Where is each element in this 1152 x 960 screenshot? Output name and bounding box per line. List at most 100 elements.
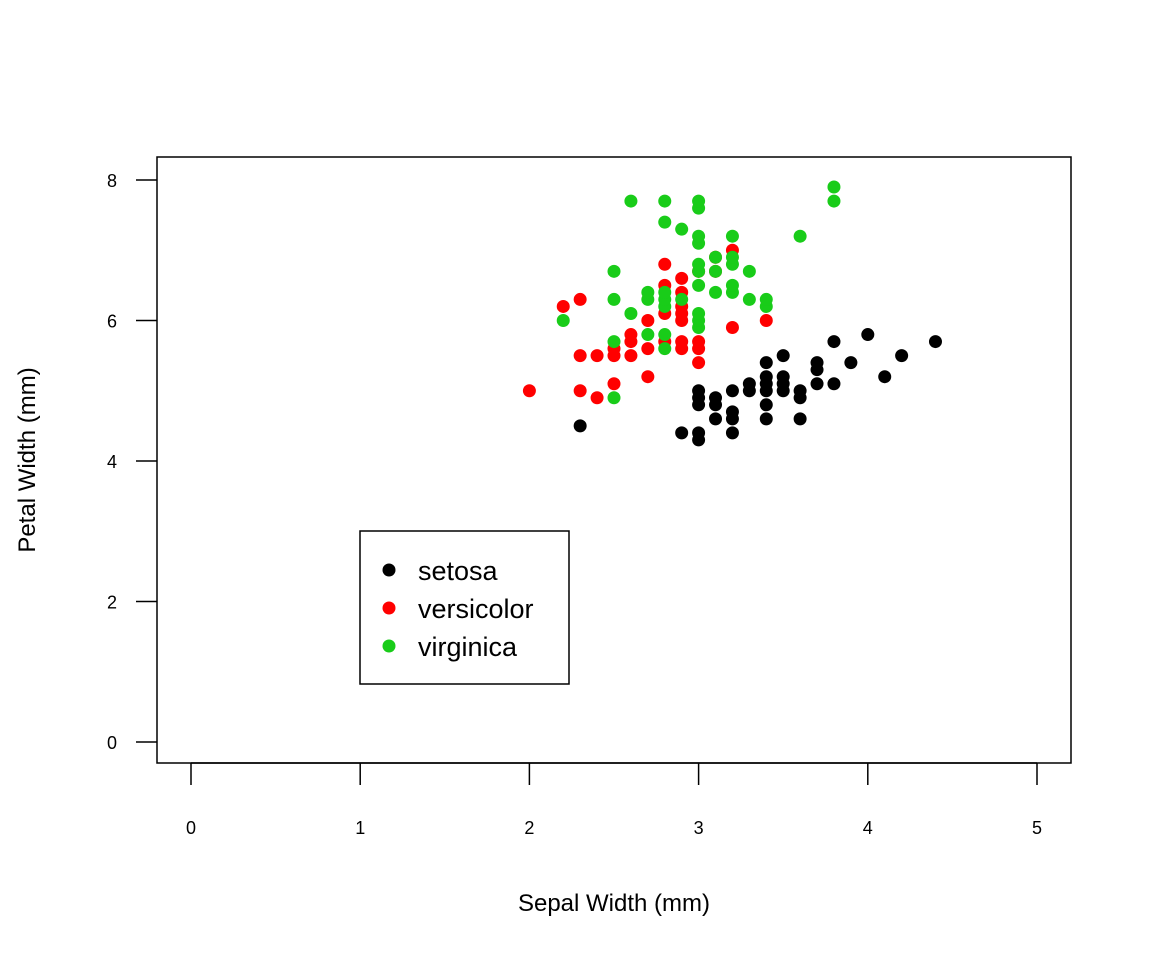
x-tick-label: 5 [1032, 818, 1042, 838]
data-point-setosa [709, 391, 723, 405]
data-point-virginica [658, 342, 672, 356]
data-point-setosa [793, 412, 807, 426]
data-point-setosa [861, 328, 875, 342]
data-point-versicolor [590, 349, 604, 363]
data-point-virginica [692, 194, 706, 208]
data-point-setosa [776, 349, 790, 363]
data-point-virginica [641, 328, 655, 342]
data-point-virginica [742, 292, 756, 306]
data-point-virginica [793, 229, 807, 243]
data-point-setosa [759, 356, 773, 370]
data-point-virginica [624, 306, 638, 320]
data-point-versicolor [573, 384, 587, 398]
data-point-setosa [692, 384, 706, 398]
data-point-virginica [692, 306, 706, 320]
data-point-versicolor [675, 335, 689, 349]
legend-label-virginica: virginica [418, 632, 518, 662]
data-point-setosa [827, 335, 841, 349]
data-point-versicolor [590, 391, 604, 405]
data-point-versicolor [624, 349, 638, 363]
data-point-virginica [675, 292, 689, 306]
x-tick-label: 4 [863, 818, 873, 838]
data-point-setosa [895, 349, 909, 363]
data-point-virginica [742, 264, 756, 278]
data-point-setosa [725, 384, 739, 398]
data-point-virginica [759, 292, 773, 306]
data-point-versicolor [658, 257, 672, 271]
data-point-setosa [827, 377, 841, 391]
y-axis-ticks: 0 2 4 6 8 [107, 171, 157, 753]
data-point-versicolor [573, 349, 587, 363]
data-point-versicolor [641, 342, 655, 356]
data-point-virginica [607, 292, 621, 306]
x-axis-title: Sepal Width (mm) [518, 890, 710, 917]
data-point-virginica [827, 180, 841, 194]
y-tick-label: 6 [107, 312, 117, 332]
data-point-setosa [793, 384, 807, 398]
data-point-versicolor [675, 271, 689, 285]
data-point-setosa [759, 412, 773, 426]
data-point-virginica [709, 250, 723, 264]
data-point-setosa [878, 370, 892, 384]
x-tick-label: 2 [524, 818, 534, 838]
data-point-virginica [607, 391, 621, 405]
data-point-virginica [709, 264, 723, 278]
data-point-virginica [658, 215, 672, 229]
data-points [522, 180, 942, 447]
data-point-virginica [658, 328, 672, 342]
data-point-versicolor [641, 314, 655, 327]
data-point-virginica [607, 335, 621, 349]
legend-marker-setosa [382, 563, 396, 577]
y-tick-label: 4 [107, 452, 117, 472]
data-point-virginica [607, 264, 621, 278]
data-point-versicolor [692, 335, 706, 349]
data-point-setosa [810, 377, 824, 391]
data-point-versicolor [522, 384, 536, 398]
data-point-virginica [725, 278, 739, 292]
data-point-setosa [692, 426, 706, 440]
data-point-virginica [709, 285, 723, 299]
data-point-setosa [759, 398, 773, 412]
data-point-versicolor [624, 328, 638, 342]
y-tick-label: 0 [107, 733, 117, 753]
data-point-versicolor [692, 356, 706, 370]
data-point-versicolor [725, 321, 739, 335]
y-tick-label: 8 [107, 171, 117, 191]
data-point-virginica [641, 285, 655, 299]
legend-label-setosa: setosa [418, 556, 499, 586]
data-point-setosa [725, 426, 739, 440]
y-axis-title: Petal Width (mm) [14, 367, 41, 552]
data-point-virginica [692, 257, 706, 271]
data-point-versicolor [607, 377, 621, 391]
plot-frame [156, 156, 1072, 764]
data-point-setosa [776, 370, 790, 384]
data-point-setosa [709, 412, 723, 426]
data-point-versicolor [573, 292, 587, 306]
y-tick-label: 2 [107, 593, 117, 613]
data-point-setosa [759, 370, 773, 384]
data-point-virginica [624, 194, 638, 208]
x-axis-ticks: 0 1 2 3 4 5 [186, 763, 1042, 838]
data-point-virginica [658, 285, 672, 299]
data-point-setosa [810, 356, 824, 370]
legend-marker-versicolor [382, 601, 396, 615]
x-tick-label: 3 [694, 818, 704, 838]
data-point-virginica [556, 314, 570, 327]
legend: setosa versicolor virginica [359, 530, 570, 685]
data-point-virginica [675, 222, 689, 236]
data-point-virginica [725, 229, 739, 243]
legend-label-versicolor: versicolor [418, 594, 534, 624]
data-point-versicolor [759, 314, 773, 327]
data-point-virginica [692, 278, 706, 292]
data-point-virginica [658, 194, 672, 208]
data-point-virginica [692, 229, 706, 243]
data-point-setosa [928, 335, 942, 349]
data-point-setosa [742, 377, 756, 391]
data-point-setosa [725, 405, 739, 419]
data-point-setosa [844, 356, 858, 370]
data-point-virginica [827, 194, 841, 208]
data-point-setosa [573, 419, 587, 433]
data-point-versicolor [641, 370, 655, 384]
data-point-virginica [725, 250, 739, 264]
